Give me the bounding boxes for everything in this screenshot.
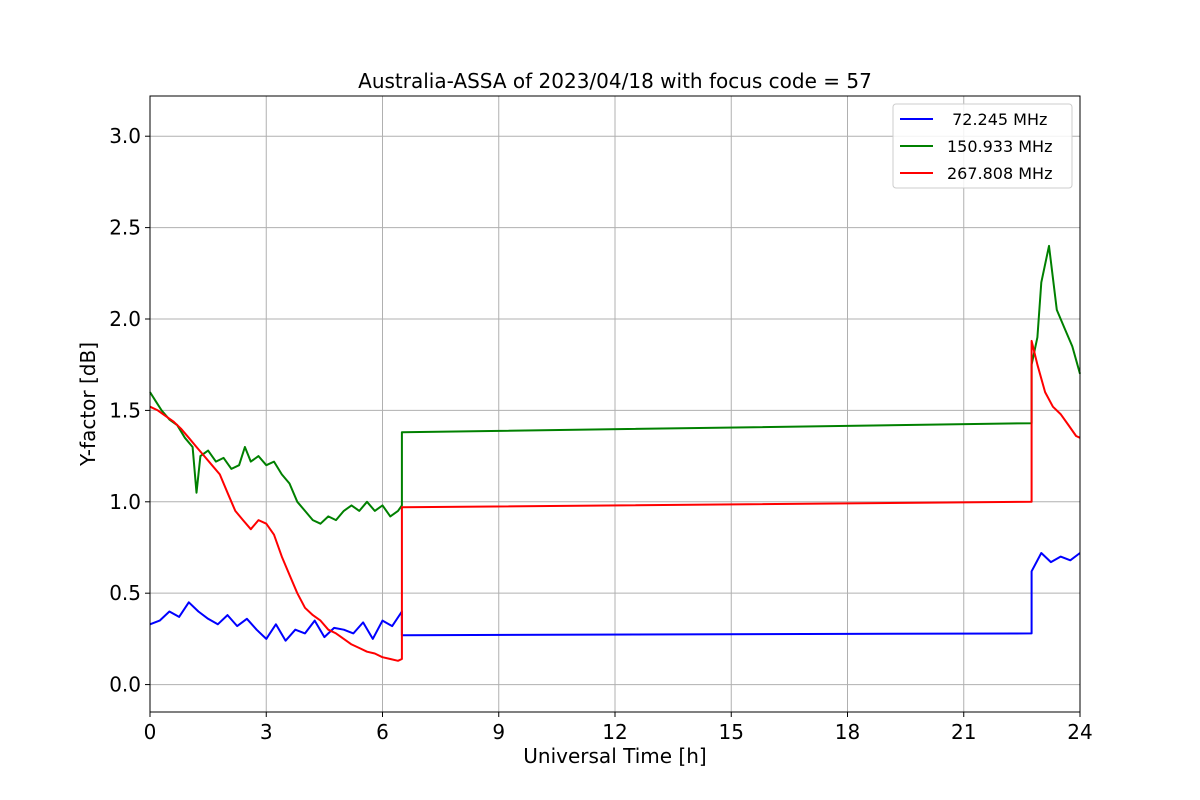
legend-box [892, 103, 1073, 189]
y-tick-label: 2.0 [109, 307, 141, 331]
x-tick-label: 18 [835, 720, 860, 744]
x-tick-label: 12 [602, 720, 627, 744]
x-tick-label: 24 [1067, 720, 1092, 744]
y-tick-label: 2.5 [109, 216, 141, 240]
series-line-2 [149, 339, 1081, 662]
y-tick-label: 0.5 [109, 581, 141, 605]
x-axis-label: Universal Time [h] [523, 744, 706, 768]
x-tick-label: 0 [144, 720, 157, 744]
legend-label-1: 150.933 MHz [947, 137, 1052, 156]
tick-layer: 0 3 6 9 12 15 18 21 24 0.0 0.5 1.0 1.5 2.0 2.5 3.0 [109, 124, 1093, 744]
x-tick-label: 9 [492, 720, 505, 744]
series-layer [149, 244, 1081, 662]
x-tick-label: 3 [260, 720, 273, 744]
x-tick-label: 6 [376, 720, 389, 744]
y-axis-label: Y-factor [dB] [76, 342, 100, 467]
legend-label-0: 72.245 MHz [947, 110, 1047, 129]
legend-label-2: 267.808 MHz [947, 164, 1052, 183]
x-tick-label: 21 [951, 720, 976, 744]
legend: 72.245 MHz 150.933 MHz 267.808 MHz [892, 103, 1073, 189]
chart-title: Australia-ASSA of 2023/04/18 with focus … [358, 69, 872, 93]
series-line-0 [149, 552, 1081, 642]
x-tick-label: 15 [719, 720, 744, 744]
y-tick-label: 3.0 [109, 124, 141, 148]
y-tick-label: 1.0 [109, 490, 141, 514]
y-tick-label: 0.0 [109, 673, 141, 697]
y-tick-label: 1.5 [109, 398, 141, 422]
